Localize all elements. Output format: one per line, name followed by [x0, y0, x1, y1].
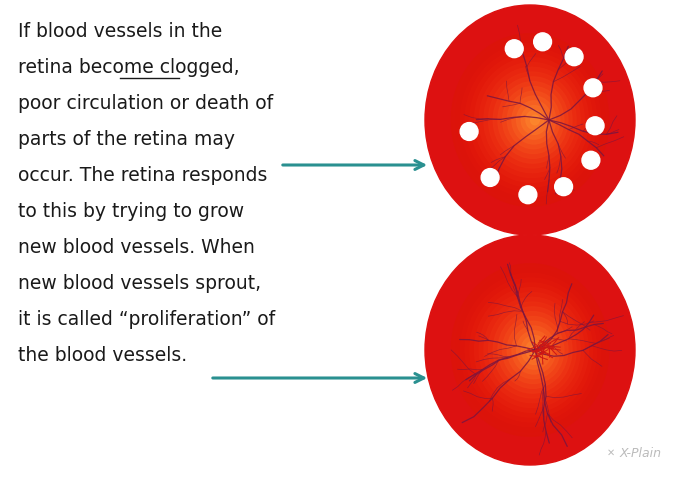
- Ellipse shape: [466, 48, 596, 192]
- Ellipse shape: [517, 331, 552, 369]
- Ellipse shape: [565, 48, 583, 66]
- Ellipse shape: [503, 86, 564, 154]
- Text: If blood vessels in the: If blood vessels in the: [18, 22, 223, 41]
- Ellipse shape: [554, 178, 573, 196]
- Ellipse shape: [481, 168, 499, 186]
- Ellipse shape: [480, 292, 584, 408]
- Ellipse shape: [470, 53, 592, 187]
- Ellipse shape: [512, 96, 556, 144]
- Ellipse shape: [470, 283, 592, 417]
- Text: X-Plain: X-Plain: [620, 447, 662, 460]
- Ellipse shape: [425, 235, 635, 465]
- Text: poor circulation or death of: poor circulation or death of: [18, 94, 273, 113]
- Text: new blood vessels sprout,: new blood vessels sprout,: [18, 274, 261, 293]
- Text: ✕: ✕: [607, 448, 615, 458]
- Ellipse shape: [475, 58, 588, 182]
- Ellipse shape: [586, 117, 604, 135]
- Ellipse shape: [466, 278, 596, 422]
- Ellipse shape: [498, 82, 568, 158]
- Ellipse shape: [517, 101, 552, 139]
- Ellipse shape: [461, 273, 601, 427]
- Text: it is called “proliferation” of: it is called “proliferation” of: [18, 310, 275, 329]
- Text: retina become clogged,: retina become clogged,: [18, 58, 239, 77]
- Text: parts of the retina may: parts of the retina may: [18, 130, 235, 149]
- Ellipse shape: [480, 62, 584, 178]
- Text: the blood vessels.: the blood vessels.: [18, 346, 187, 365]
- Ellipse shape: [526, 340, 543, 360]
- Ellipse shape: [508, 321, 560, 379]
- Ellipse shape: [452, 264, 609, 436]
- Ellipse shape: [531, 345, 539, 355]
- Ellipse shape: [531, 115, 539, 125]
- Ellipse shape: [489, 302, 576, 398]
- Ellipse shape: [461, 43, 601, 197]
- Ellipse shape: [494, 77, 572, 163]
- Ellipse shape: [460, 122, 478, 141]
- Ellipse shape: [494, 307, 572, 393]
- Ellipse shape: [508, 91, 560, 149]
- Text: to this by trying to grow: to this by trying to grow: [18, 202, 244, 221]
- Ellipse shape: [522, 336, 547, 364]
- Ellipse shape: [533, 33, 552, 51]
- Ellipse shape: [425, 5, 635, 235]
- Ellipse shape: [526, 110, 543, 130]
- Ellipse shape: [522, 106, 547, 134]
- Ellipse shape: [456, 38, 605, 202]
- Text: new blood vessels. When: new blood vessels. When: [18, 238, 255, 257]
- Ellipse shape: [503, 316, 564, 384]
- Ellipse shape: [582, 151, 600, 169]
- Ellipse shape: [475, 288, 588, 412]
- Ellipse shape: [452, 34, 609, 206]
- Ellipse shape: [512, 326, 556, 374]
- Text: occur. The retina responds: occur. The retina responds: [18, 166, 267, 185]
- Ellipse shape: [484, 67, 580, 173]
- Ellipse shape: [584, 79, 602, 97]
- Ellipse shape: [498, 312, 568, 388]
- Ellipse shape: [505, 40, 523, 58]
- Ellipse shape: [519, 186, 537, 204]
- Ellipse shape: [456, 268, 605, 432]
- Ellipse shape: [489, 72, 576, 168]
- Ellipse shape: [484, 297, 580, 403]
